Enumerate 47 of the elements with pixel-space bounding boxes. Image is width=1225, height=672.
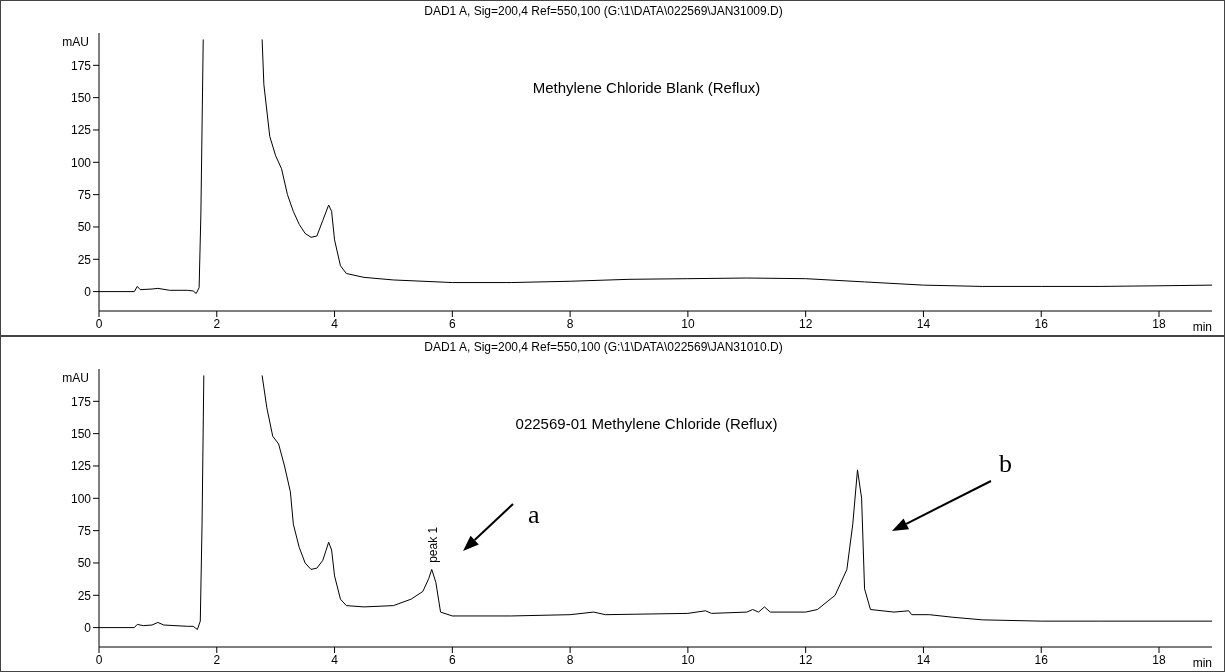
x-tick-label: 10 xyxy=(681,652,695,667)
y-tick-label: 0 xyxy=(84,284,92,299)
y-tick-label: 175 xyxy=(70,58,92,73)
chart-title: DAD1 A, Sig=200,4 Ref=550,100 (G:\1\DATA\022569\JAN31009.D) xyxy=(424,4,783,18)
chart-title: DAD1 A, Sig=200,4 Ref=550,100 (G:\1\DATA\022569\JAN31010.D) xyxy=(424,340,783,354)
y-axis-title: mAU xyxy=(62,35,89,49)
x-tick-label: 12 xyxy=(798,316,813,331)
y-tick-label: 25 xyxy=(77,252,92,267)
x-tick-label: 14 xyxy=(916,316,931,331)
x-tick-label: 6 xyxy=(448,652,456,667)
y-tick-label: 25 xyxy=(77,588,92,603)
y-tick-label: 75 xyxy=(77,523,92,538)
y-tick-label: 0 xyxy=(84,620,92,635)
x-tick-label: 4 xyxy=(331,652,339,667)
x-axis-title: min xyxy=(1192,320,1212,334)
x-tick-label: 14 xyxy=(916,652,931,667)
x-tick-label: 0 xyxy=(95,316,103,331)
x-tick-label: 6 xyxy=(448,316,456,331)
y-tick-label: 150 xyxy=(70,90,92,105)
x-axis-title: min xyxy=(1192,656,1212,670)
text: 022569-01 Methylene Chloride (Reflux) xyxy=(515,415,778,432)
y-tick-label: 50 xyxy=(77,220,92,235)
y-tick-label: 125 xyxy=(70,123,92,138)
y-tick-label: 100 xyxy=(70,155,92,170)
annotation: peak 1 xyxy=(426,526,441,563)
y-tick-label: 175 xyxy=(70,394,92,409)
x-tick-label: 4 xyxy=(331,316,339,331)
x-tick-label: 18 xyxy=(1152,316,1166,331)
x-tick-label: 18 xyxy=(1152,652,1166,667)
x-tick-label: 8 xyxy=(566,652,574,667)
x-tick-label: 12 xyxy=(798,652,813,667)
x-tick-label: 16 xyxy=(1034,652,1049,667)
y-tick-label: 50 xyxy=(77,556,92,571)
x-tick-label: 0 xyxy=(95,652,103,667)
y-tick-label: 75 xyxy=(77,187,92,202)
x-tick-label: 2 xyxy=(213,316,221,331)
y-tick-label: 150 xyxy=(70,426,92,441)
y-tick-label: 125 xyxy=(70,459,92,474)
x-tick-label: 16 xyxy=(1034,316,1049,331)
x-tick-label: 2 xyxy=(213,652,221,667)
annotation: a xyxy=(528,500,540,529)
x-tick-label: 10 xyxy=(681,316,695,331)
x-tick-label: 8 xyxy=(566,316,574,331)
text: Methylene Chloride Blank (Reflux) xyxy=(532,79,761,96)
annotation: b xyxy=(999,449,1012,478)
y-tick-label: 100 xyxy=(70,491,92,506)
y-axis-title: mAU xyxy=(62,371,89,385)
